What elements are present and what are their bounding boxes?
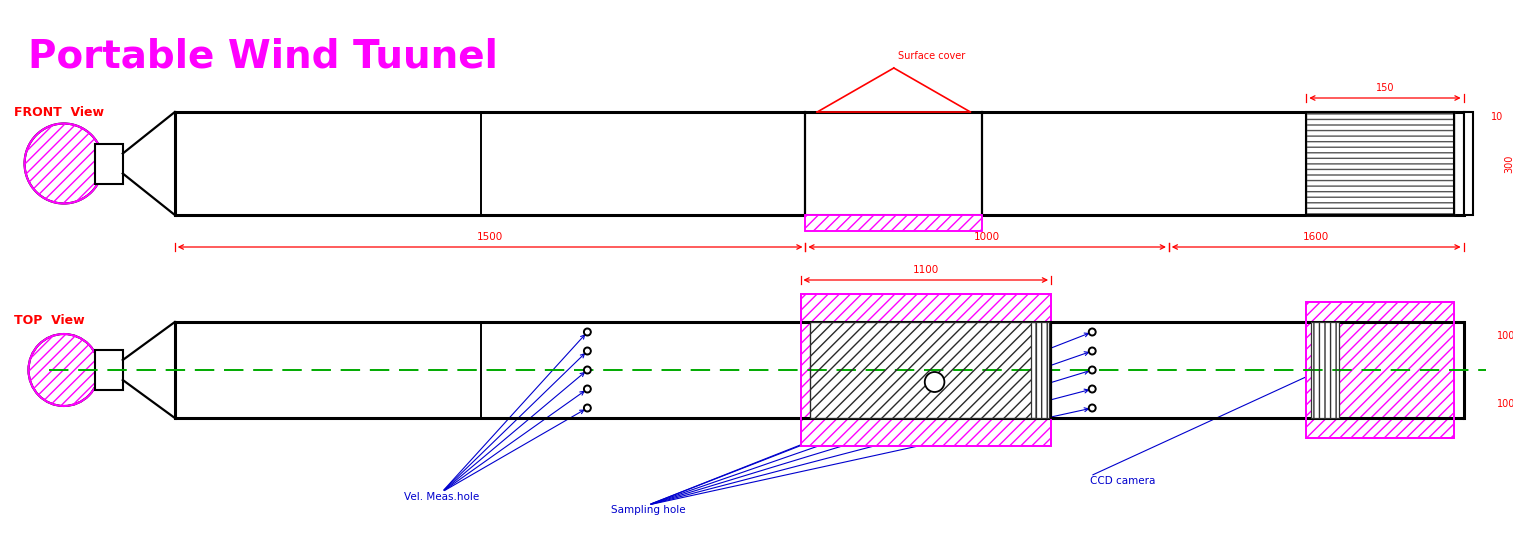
Circle shape bbox=[1088, 404, 1095, 412]
Circle shape bbox=[924, 372, 944, 392]
Text: Surface cover: Surface cover bbox=[897, 51, 965, 61]
Circle shape bbox=[584, 385, 592, 393]
Text: 100: 100 bbox=[1496, 331, 1513, 341]
Bar bbox=[95, 350, 123, 390]
Circle shape bbox=[1091, 349, 1094, 353]
Circle shape bbox=[1088, 328, 1095, 336]
Bar bbox=[1306, 302, 1454, 438]
Bar bbox=[1032, 322, 1049, 418]
Circle shape bbox=[1091, 406, 1094, 410]
Text: 1000: 1000 bbox=[974, 232, 1000, 242]
Bar bbox=[811, 322, 1036, 418]
Circle shape bbox=[1088, 347, 1095, 355]
Text: 1600: 1600 bbox=[1303, 232, 1330, 242]
Text: 300: 300 bbox=[1505, 155, 1513, 173]
Circle shape bbox=[24, 124, 103, 204]
Bar bbox=[1463, 112, 1474, 215]
Text: Vel. Meas.hole: Vel. Meas.hole bbox=[404, 492, 480, 502]
Text: FRONT  View: FRONT View bbox=[14, 106, 104, 119]
Circle shape bbox=[29, 334, 100, 406]
Bar bbox=[800, 294, 1052, 446]
Bar bbox=[811, 322, 1036, 418]
Bar bbox=[805, 215, 982, 231]
Circle shape bbox=[586, 330, 589, 334]
Circle shape bbox=[584, 347, 592, 355]
Bar bbox=[805, 215, 982, 231]
Text: 10: 10 bbox=[1490, 112, 1504, 122]
Bar bbox=[805, 215, 982, 231]
Text: Sampling hole: Sampling hole bbox=[611, 505, 685, 515]
Bar bbox=[1306, 112, 1454, 215]
Circle shape bbox=[1088, 366, 1095, 374]
Circle shape bbox=[1091, 387, 1094, 391]
Bar bbox=[95, 144, 123, 184]
Bar bbox=[1306, 112, 1454, 215]
Text: TOP  View: TOP View bbox=[14, 314, 85, 327]
Circle shape bbox=[586, 406, 589, 410]
Circle shape bbox=[1088, 385, 1095, 393]
Circle shape bbox=[586, 387, 589, 391]
Text: 100: 100 bbox=[1496, 399, 1513, 409]
Text: CCD camera: CCD camera bbox=[1091, 476, 1156, 486]
Bar bbox=[1312, 322, 1339, 418]
Bar bbox=[811, 322, 1036, 418]
Circle shape bbox=[584, 404, 592, 412]
Bar bbox=[800, 294, 1052, 446]
Circle shape bbox=[1091, 368, 1094, 372]
Circle shape bbox=[586, 368, 589, 372]
Circle shape bbox=[584, 328, 592, 336]
Bar bbox=[1032, 322, 1049, 418]
Circle shape bbox=[586, 349, 589, 353]
Text: 1500: 1500 bbox=[477, 232, 504, 242]
Bar bbox=[1312, 322, 1339, 418]
Bar bbox=[1306, 112, 1454, 215]
Text: Portable Wind Tuunel: Portable Wind Tuunel bbox=[27, 38, 498, 76]
Bar bbox=[1306, 302, 1454, 438]
Bar bbox=[800, 294, 1052, 446]
Circle shape bbox=[584, 366, 592, 374]
Text: 150: 150 bbox=[1375, 83, 1393, 93]
Text: 1100: 1100 bbox=[912, 265, 940, 275]
Circle shape bbox=[1091, 330, 1094, 334]
Bar bbox=[1306, 302, 1454, 438]
